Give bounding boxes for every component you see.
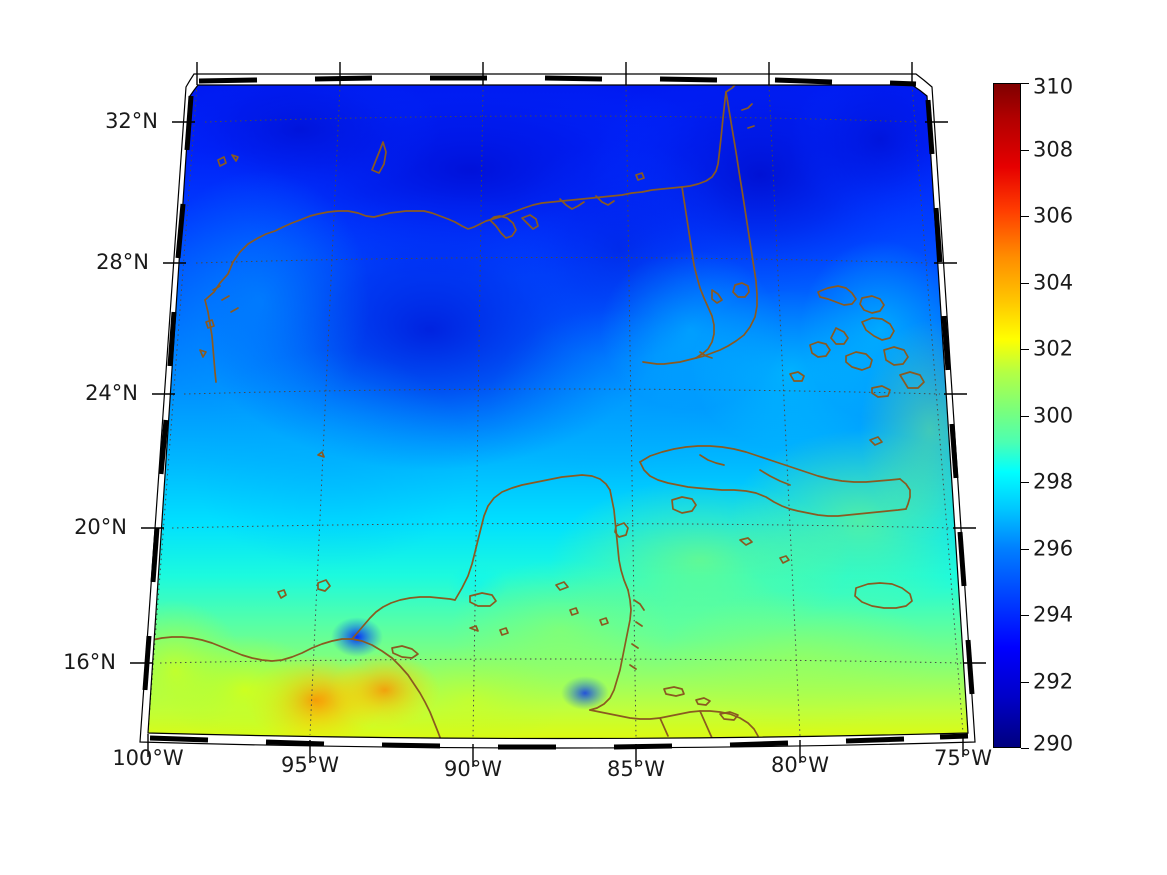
colorbar-label-296: 296 [1033, 536, 1074, 560]
colorbar-tick-302 [1021, 349, 1029, 350]
colorbar-tick-300 [1021, 415, 1029, 417]
colorbar-label-302: 302 [1033, 336, 1074, 361]
colorbar-label-290: 290 [1033, 731, 1074, 756]
x-tick-label-95w: 95°W [281, 753, 339, 777]
colorbar: 310 308 306 304 302 300 298 296 294 292 … [993, 76, 1073, 754]
colorbar-tick-304 [1021, 282, 1029, 284]
temperature-field [148, 85, 968, 739]
colorbar-label-298: 298 [1033, 469, 1074, 494]
y-tick-label-20n: 20°N [74, 515, 127, 539]
map-frame [130, 62, 986, 767]
colorbar-label-306: 306 [1033, 203, 1074, 228]
colorbar-tick-294 [1021, 615, 1029, 616]
y-tick-label-32n: 32°N [105, 109, 158, 133]
x-tick-label-90w: 90°W [444, 757, 502, 781]
colorbar-tick-310 [1021, 83, 1029, 84]
y-tick-label-24n: 24°N [85, 381, 138, 405]
colorbar-tick-292 [1021, 681, 1029, 683]
x-tick-label-75w: 75°W [934, 746, 992, 770]
x-tick-label-100w: 100°W [112, 746, 184, 770]
colorbar-tick-308 [1021, 149, 1029, 151]
colorbar-tick-290 [1021, 748, 1029, 749]
y-tick-label-16n: 16°N [63, 650, 116, 674]
colorbar-tick-306 [1021, 216, 1029, 217]
colorbar-label-308: 308 [1033, 137, 1074, 161]
colorbar-label-310: 310 [1033, 74, 1074, 99]
colorbar-label-292: 292 [1033, 669, 1074, 693]
y-tick-label-28n: 28°N [96, 250, 149, 274]
frame-ticks-right [925, 99, 975, 695]
graticule [148, 85, 964, 739]
colorbar-tick-296 [1021, 548, 1029, 550]
colorbar-tick-298 [1021, 482, 1029, 483]
x-tick-label-80w: 80°W [771, 753, 829, 777]
colorbar-label-294: 294 [1033, 602, 1074, 627]
frame-ticks-top [198, 75, 917, 87]
x-tick-label-85w: 85°W [607, 757, 665, 781]
colorbar-label-304: 304 [1033, 270, 1074, 294]
axis-tick-marks [130, 62, 986, 767]
colorbar-gradient [993, 83, 1021, 748]
coastlines [151, 85, 925, 739]
frame-ticks-bottom [149, 733, 969, 750]
colorbar-label-300: 300 [1033, 403, 1074, 427]
